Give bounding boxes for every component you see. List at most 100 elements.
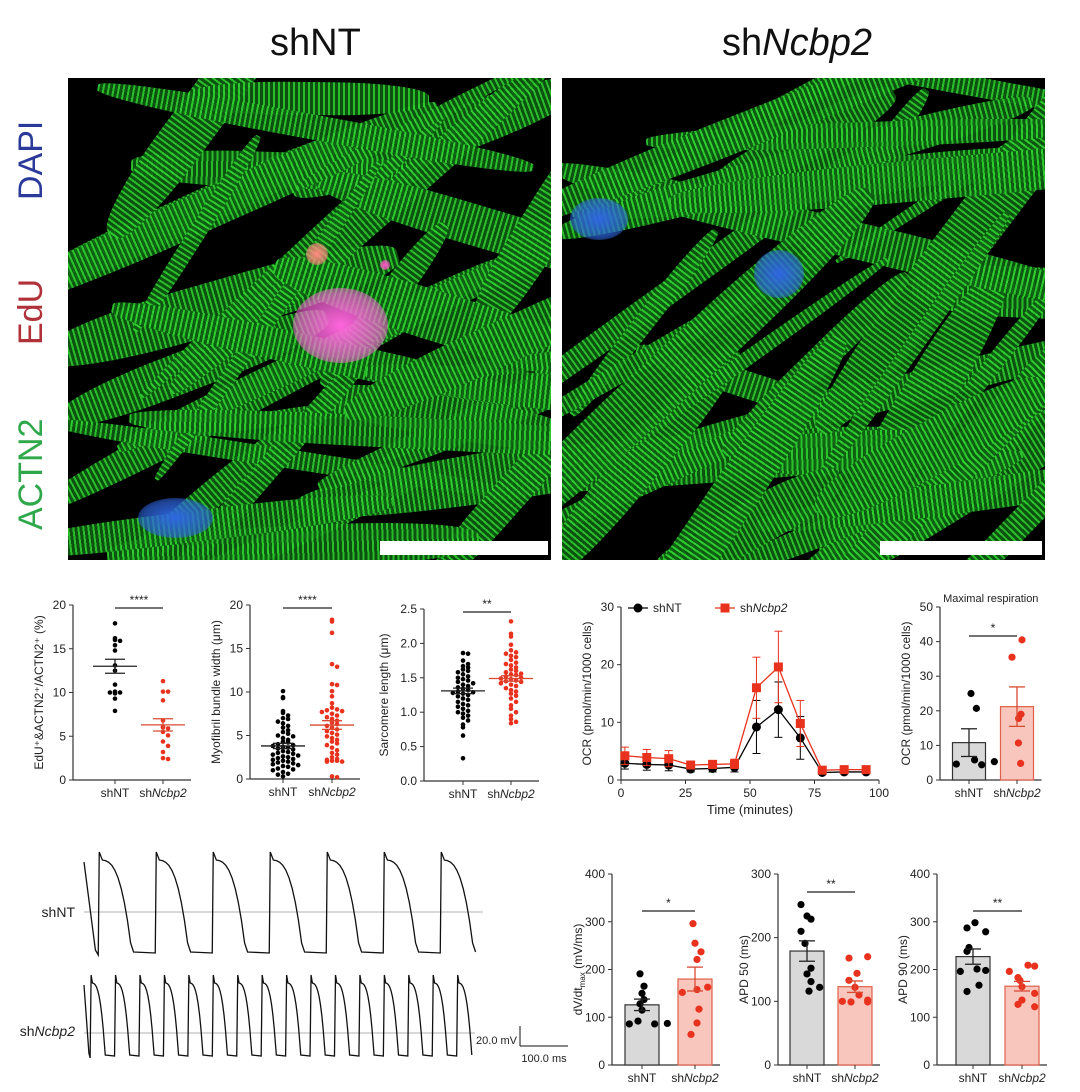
y-tick-label: 0	[598, 1058, 605, 1072]
y-tick-label: 300	[585, 915, 605, 929]
legend-name: Ncbp2	[753, 601, 788, 615]
data-point	[460, 663, 466, 669]
data-point	[270, 757, 276, 763]
data-point-square	[620, 751, 630, 761]
data-point	[693, 1019, 701, 1027]
y-axis-label: EdU⁺&ACTN2⁺/ACTN2⁺ (%)	[32, 615, 46, 769]
data-point	[1008, 653, 1016, 661]
data-point	[280, 754, 286, 759]
bar-nt	[624, 1004, 660, 1066]
data-point	[460, 715, 466, 721]
y-tick-label: 10	[920, 738, 934, 752]
group-prefix: sh	[101, 786, 114, 800]
group-name: Ncbp2	[152, 786, 187, 800]
y-axis-label: dV/dtmax (mV/ms)	[571, 924, 587, 1016]
data-point	[807, 964, 815, 972]
data-point	[460, 706, 466, 712]
group-label-ncbp2: shNcbp2	[308, 785, 356, 799]
data-point	[508, 687, 514, 693]
y-tick-label: 10	[601, 715, 615, 729]
trace-label-shncbp2: shNcbp2	[20, 1023, 75, 1039]
significance-stars: ****	[130, 593, 149, 607]
data-point	[460, 672, 466, 677]
data-point	[329, 705, 335, 710]
data-point	[971, 919, 979, 927]
y-tick-label: 20	[230, 598, 244, 612]
y-tick-label: 0	[236, 772, 243, 786]
legend-marker	[633, 603, 643, 613]
group-prefix: sh	[628, 1071, 641, 1085]
y-label-sub: max	[578, 972, 587, 987]
y-tick-label: 300	[910, 915, 930, 929]
significance-stars: *	[666, 896, 671, 910]
chart-title: Maximal respiration	[943, 593, 1038, 605]
y-tick-label: 0	[59, 773, 66, 787]
y-label-text: Sarcomere length (μm)	[377, 634, 391, 757]
y-axis-label: OCR (pmol/min/1000 cells)	[580, 621, 594, 765]
y-tick-label: 20	[920, 704, 934, 718]
data-point	[625, 1020, 633, 1028]
data-point	[329, 745, 335, 750]
y-tick-label: 10	[230, 685, 244, 699]
significance-stars: **	[993, 896, 1003, 910]
x-tick-label: 0	[618, 786, 625, 800]
data-point	[112, 642, 118, 648]
significance-stars: ****	[298, 593, 317, 607]
dapi-nucleus	[138, 498, 213, 538]
data-point	[513, 693, 519, 698]
data-point	[704, 983, 712, 991]
data-point	[508, 713, 514, 718]
data-point	[329, 681, 335, 687]
data-point	[460, 682, 466, 687]
data-point	[518, 671, 524, 676]
data-point	[513, 672, 519, 678]
data-point	[295, 753, 301, 758]
data-point	[275, 719, 281, 724]
scale-bar	[880, 541, 1042, 555]
data-point	[329, 688, 335, 694]
series-line-0	[624, 708, 867, 774]
data-point	[695, 1005, 703, 1013]
title-name: Ncbp2	[762, 22, 872, 64]
data-point	[508, 716, 514, 722]
data-point	[270, 752, 276, 757]
y-axis-label: APD 50 (ms)	[737, 935, 751, 1004]
data-point	[508, 691, 514, 696]
group-name: NT	[805, 1071, 822, 1085]
legend-label: shNcbp2	[740, 601, 788, 615]
group-prefix: sh	[959, 1071, 972, 1085]
data-point	[1031, 962, 1039, 970]
data-point	[508, 696, 514, 701]
data-point	[280, 748, 286, 754]
data-point	[460, 667, 466, 672]
y-axis-label: Myofibril bundle width (μm)	[209, 620, 223, 764]
data-point	[513, 668, 519, 674]
group-prefix: sh	[671, 1071, 684, 1085]
data-point	[956, 967, 964, 976]
data-point	[465, 683, 471, 689]
group-label-nt: shNT	[628, 1071, 657, 1085]
data-point	[112, 621, 118, 626]
data-point	[117, 638, 123, 644]
legend-name: NT	[666, 601, 683, 615]
data-point	[460, 701, 466, 707]
scale-label-mv: 20.0 mV	[476, 1035, 518, 1047]
data-point	[513, 719, 519, 725]
data-point	[1031, 989, 1039, 997]
data-point	[508, 706, 514, 712]
data-point	[285, 749, 291, 755]
x-tick-label: 50	[743, 786, 757, 800]
data-point	[270, 768, 276, 773]
group-label-ncbp2: shNcbp2	[998, 1071, 1046, 1085]
data-point-square	[861, 765, 871, 775]
data-point	[508, 663, 514, 668]
data-point-square	[773, 662, 783, 672]
significance-stars: **	[482, 597, 492, 611]
data-point	[285, 764, 291, 770]
data-point	[275, 755, 281, 761]
data-point	[285, 740, 291, 745]
group-label-ncbp2: shNcbp2	[487, 787, 535, 801]
data-point	[334, 664, 340, 670]
y-label-text: APD 90 (ms)	[896, 935, 910, 1004]
data-point-square	[642, 753, 652, 763]
